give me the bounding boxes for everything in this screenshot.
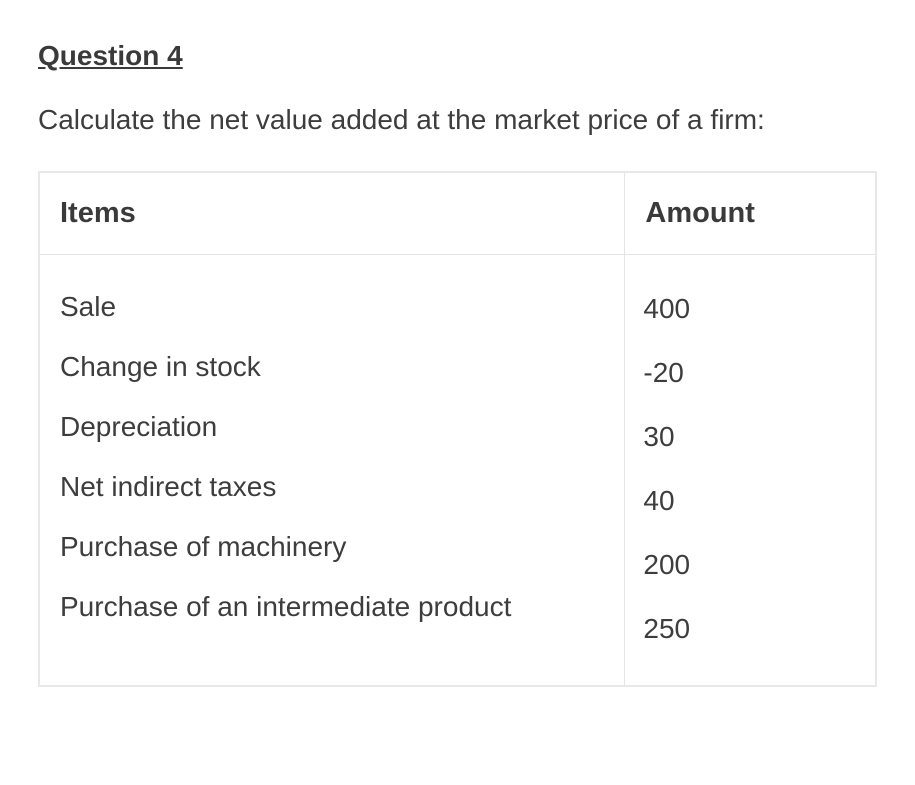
question-prompt: Calculate the net value added at the mar… <box>38 98 877 141</box>
data-table: Items Amount Sale Change in stock Deprec… <box>38 171 877 687</box>
table-header-row: Items Amount <box>39 172 876 255</box>
items-cell: Sale Change in stock Depreciation Net in… <box>39 255 625 687</box>
item-label: Change in stock <box>60 337 604 397</box>
amount-value: -20 <box>643 341 857 405</box>
amount-cell: 400 -20 30 40 200 250 <box>625 255 876 687</box>
question-heading: Question 4 <box>38 40 877 72</box>
item-label: Purchase of an intermediate product <box>60 577 604 637</box>
table-row: Sale Change in stock Depreciation Net in… <box>39 255 876 687</box>
item-label: Sale <box>60 277 604 337</box>
amount-value: 40 <box>643 469 857 533</box>
item-label: Purchase of machinery <box>60 517 604 577</box>
col-header-amount: Amount <box>625 172 876 255</box>
col-header-items: Items <box>39 172 625 255</box>
amount-value: 250 <box>643 597 857 661</box>
item-label: Net indirect taxes <box>60 457 604 517</box>
amount-value: 400 <box>643 277 857 341</box>
amount-value: 200 <box>643 533 857 597</box>
amount-value: 30 <box>643 405 857 469</box>
item-label: Depreciation <box>60 397 604 457</box>
